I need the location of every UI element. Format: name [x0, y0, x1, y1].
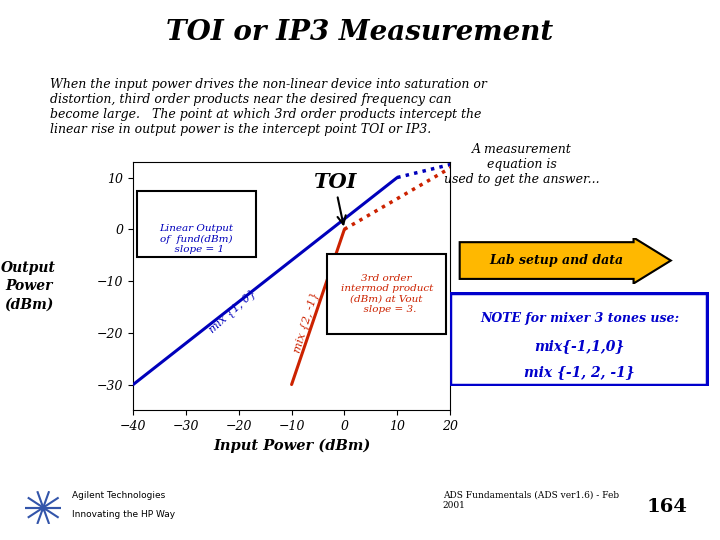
Text: mix {-1, 2, -1}: mix {-1, 2, -1}: [524, 365, 635, 379]
Text: mix{-1,1,0}: mix{-1,1,0}: [534, 340, 625, 353]
Text: mix {1, 0}: mix {1, 0}: [207, 287, 258, 335]
X-axis label: Input Power (dBm): Input Power (dBm): [213, 438, 370, 453]
Text: TOI: TOI: [312, 172, 356, 224]
Text: Output
Power
(dBm): Output Power (dBm): [1, 261, 56, 312]
FancyBboxPatch shape: [450, 294, 706, 385]
FancyBboxPatch shape: [327, 254, 446, 334]
FancyArrow shape: [459, 238, 671, 284]
Text: Innovating the HP Way: Innovating the HP Way: [72, 510, 175, 519]
FancyBboxPatch shape: [137, 192, 256, 256]
Text: TOI or IP3 Measurement: TOI or IP3 Measurement: [166, 19, 554, 46]
Text: ADS Fundamentals (ADS ver1.6) - Feb
2001: ADS Fundamentals (ADS ver1.6) - Feb 2001: [443, 491, 619, 510]
Text: Agilent Technologies: Agilent Technologies: [72, 490, 166, 500]
Text: A measurement
equation is
used to get the answer...: A measurement equation is used to get th…: [444, 143, 600, 186]
Text: mix {2, -1}: mix {2, -1}: [292, 291, 320, 354]
Text: 164: 164: [647, 498, 688, 516]
Text: NOTE for mixer 3 tones use:: NOTE for mixer 3 tones use:: [480, 312, 679, 325]
Text: When the input power drives the non-linear device into saturation or
distortion,: When the input power drives the non-line…: [50, 78, 487, 136]
Text: Lab setup and data: Lab setup and data: [490, 254, 624, 267]
Text: 3rd order
intermod product
(dBm) at Vout
  slope = 3.: 3rd order intermod product (dBm) at Vout…: [341, 274, 433, 314]
Text: Linear Output
of  fund(dBm)
  slope = 1: Linear Output of fund(dBm) slope = 1: [160, 224, 233, 254]
